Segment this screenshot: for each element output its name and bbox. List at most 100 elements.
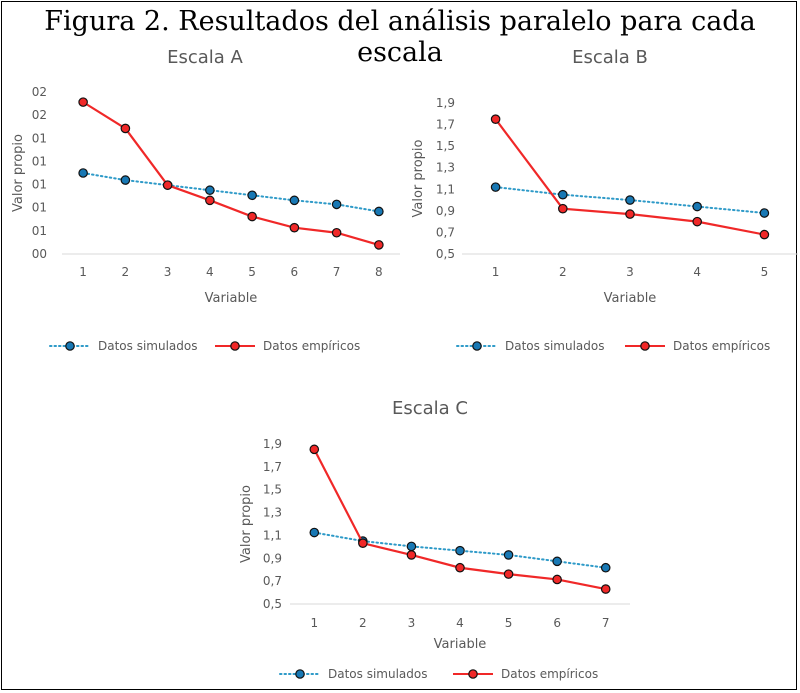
x-tick-label: 1 — [492, 265, 500, 279]
chart-title: Escala C — [392, 398, 468, 419]
y-tick-label: 1,5 — [263, 483, 282, 497]
data-point-simulados — [625, 195, 635, 205]
y-tick-label: 0,9 — [436, 204, 455, 218]
x-tick-label: 1 — [79, 265, 87, 279]
data-point-empiricos — [625, 209, 635, 219]
legend-swatch-marker — [230, 341, 240, 351]
x-tick-label: 1 — [310, 616, 318, 630]
x-tick-label: 4 — [206, 265, 214, 279]
y-tick-label: 0,7 — [436, 225, 455, 239]
data-point-empiricos — [247, 211, 257, 222]
y-tick-label: 00 — [32, 247, 47, 261]
x-tick-label: 3 — [164, 265, 172, 279]
data-point-simulados — [692, 201, 702, 212]
y-axis-title: Valor propio — [411, 139, 426, 217]
series-line-empiricos — [82, 101, 380, 246]
y-tick-label: 1,9 — [436, 96, 455, 110]
legend-label: Datos empíricos — [673, 339, 770, 353]
x-tick-label: 2 — [122, 265, 130, 279]
legend-swatch-marker — [640, 341, 650, 351]
y-tick-label: 01 — [32, 224, 47, 238]
y-tick-label: 1,9 — [263, 437, 282, 451]
x-axis-title: Variable — [434, 637, 487, 652]
data-point-simulados — [406, 541, 417, 552]
data-point-simulados — [552, 556, 562, 567]
x-tick-label: 5 — [505, 616, 513, 630]
data-point-empiricos — [692, 216, 702, 227]
data-point-simulados — [78, 168, 88, 178]
data-point-simulados — [331, 199, 342, 210]
data-point-simulados — [309, 527, 320, 538]
y-tick-label: 1,7 — [263, 460, 282, 474]
data-point-simulados — [759, 208, 770, 218]
y-tick-label: 01 — [32, 131, 47, 145]
data-point-empiricos — [78, 97, 88, 107]
series-line-simulados — [82, 172, 380, 213]
y-tick-label: 1,3 — [263, 506, 282, 520]
data-point-simulados — [455, 545, 465, 556]
x-tick-label: 5 — [761, 265, 769, 279]
y-tick-label: 0,5 — [436, 247, 455, 261]
data-point-simulados — [289, 195, 300, 206]
data-point-simulados — [503, 550, 514, 560]
x-tick-label: 3 — [626, 265, 634, 279]
data-point-empiricos — [205, 195, 215, 206]
y-tick-label: 02 — [32, 85, 47, 99]
data-point-simulados — [205, 185, 215, 196]
data-point-empiricos — [455, 562, 465, 573]
y-tick-label: 01 — [32, 178, 47, 192]
data-point-empiricos — [289, 222, 300, 233]
x-axis-title: Variable — [205, 291, 258, 306]
y-tick-label: 1,3 — [436, 161, 455, 175]
data-point-empiricos — [331, 227, 342, 238]
data-point-empiricos — [558, 203, 568, 214]
data-point-simulados — [374, 206, 384, 217]
data-point-empiricos — [552, 574, 562, 585]
chart-escala-a: Escala A 00 01 01 01 01 01 02 02 1 2 3 4 5 6 7 8 Variable… — [11, 47, 400, 353]
x-tick-label: 2 — [559, 265, 567, 279]
x-tick-label: 4 — [693, 265, 701, 279]
x-tick-label: 8 — [375, 265, 383, 279]
y-axis-title: Valor propio — [239, 485, 254, 563]
chart-title: Escala A — [167, 47, 243, 68]
y-tick-label: 01 — [32, 154, 47, 168]
legend-label: Datos empíricos — [263, 339, 360, 353]
x-tick-label: 6 — [553, 616, 561, 630]
legend-label: Datos simulados — [328, 667, 428, 681]
y-axis-title: Valor propio — [11, 134, 26, 212]
chart-title: Escala B — [572, 47, 648, 68]
data-point-simulados — [600, 562, 611, 573]
y-tick-label: 1,1 — [436, 182, 455, 196]
data-point-empiricos — [503, 569, 514, 579]
data-point-empiricos — [358, 538, 368, 548]
legend-swatch-marker — [472, 341, 482, 351]
data-point-simulados — [490, 182, 501, 192]
y-tick-label: 01 — [32, 201, 47, 215]
data-point-empiricos — [600, 584, 611, 594]
data-point-empiricos — [490, 114, 501, 124]
legend-swatch-marker — [468, 669, 478, 679]
x-tick-label: 2 — [359, 616, 367, 630]
y-tick-label: 02 — [32, 108, 47, 122]
x-tick-label: 4 — [456, 616, 464, 630]
y-tick-label: 1,1 — [263, 528, 282, 542]
data-point-simulados — [247, 190, 257, 201]
data-point-empiricos — [120, 123, 131, 134]
legend-swatch-marker — [65, 341, 75, 351]
data-point-empiricos — [759, 229, 770, 240]
data-point-empiricos — [406, 550, 417, 560]
figure-title: Figura 2. Resultados del análisis parale… — [44, 6, 756, 68]
legend-label: Datos simulados — [505, 339, 605, 353]
x-tick-label: 7 — [333, 265, 341, 279]
y-tick-label: 0,7 — [263, 574, 282, 588]
y-tick-label: 1,7 — [436, 118, 455, 132]
legend-label: Datos simulados — [98, 339, 198, 353]
data-point-simulados — [120, 175, 131, 185]
x-tick-label: 7 — [602, 616, 610, 630]
x-tick-label: 5 — [248, 265, 256, 279]
x-axis-title: Variable — [604, 291, 657, 306]
legend-swatch-marker — [295, 669, 305, 679]
legend-label: Datos empíricos — [501, 667, 598, 681]
data-point-simulados — [558, 189, 568, 200]
